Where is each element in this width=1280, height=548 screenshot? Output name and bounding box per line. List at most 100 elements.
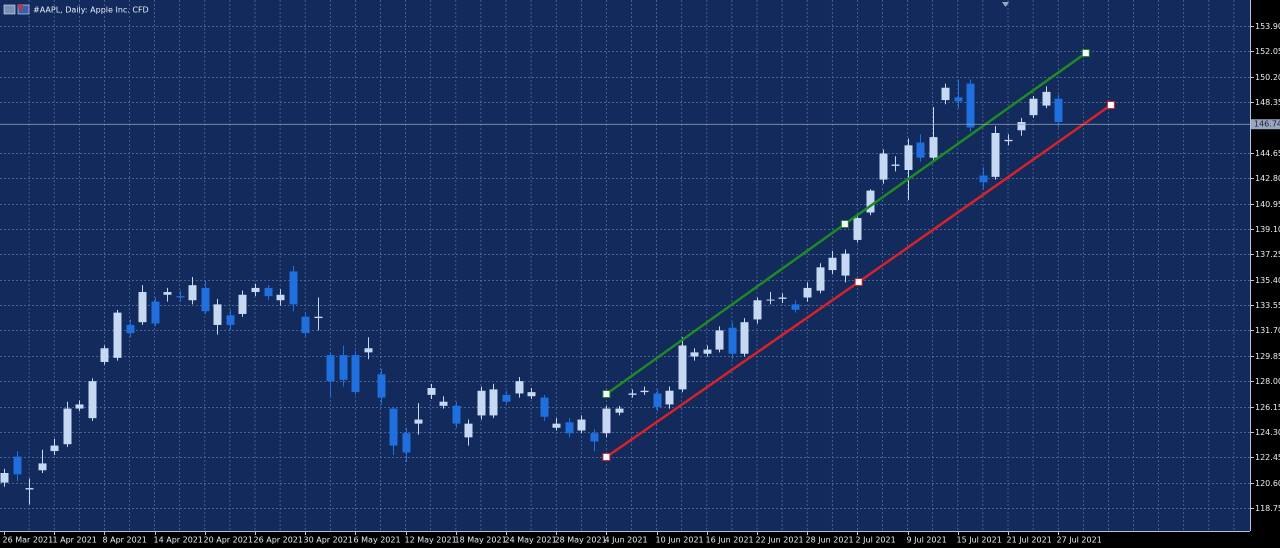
y-tick-label: 137.25 bbox=[1255, 250, 1280, 259]
candle-body bbox=[740, 322, 749, 354]
symbol-icon bbox=[3, 4, 16, 15]
candle-body bbox=[464, 423, 473, 438]
candle-body bbox=[678, 345, 687, 390]
y-tick-label: 126.15 bbox=[1255, 403, 1280, 412]
x-tick-label: 2 Jul 2021 bbox=[856, 536, 896, 545]
plot-area bbox=[0, 0, 1250, 531]
x-tick-label: 18 May 2021 bbox=[455, 536, 507, 545]
candle-body bbox=[904, 145, 913, 171]
shift-marker bbox=[1002, 2, 1009, 7]
x-tick-label: 14 Apr 2021 bbox=[154, 536, 203, 545]
x-tick-label: 10 Jun 2021 bbox=[656, 536, 704, 545]
candle-body bbox=[314, 316, 323, 319]
y-tick-label: 150.20 bbox=[1255, 73, 1280, 82]
x-tick-label: 26 Apr 2021 bbox=[254, 536, 303, 545]
candle-body bbox=[552, 423, 561, 428]
x-tick-label: 28 May 2021 bbox=[555, 536, 607, 545]
candle-body bbox=[728, 327, 737, 354]
candle-body bbox=[289, 271, 298, 305]
y-tick-label: 124.30 bbox=[1255, 428, 1280, 437]
candle-body bbox=[301, 316, 310, 334]
y-tick-label: 122.45 bbox=[1255, 453, 1280, 462]
candle-body bbox=[25, 488, 34, 490]
x-tick-label: 21 Jul 2021 bbox=[1007, 536, 1052, 545]
candle-body bbox=[126, 324, 135, 334]
candle-body bbox=[590, 433, 599, 442]
candle-body bbox=[188, 285, 197, 301]
candle-body bbox=[565, 422, 574, 434]
candle-body bbox=[665, 390, 674, 405]
candle-body bbox=[226, 315, 235, 325]
candle-body bbox=[213, 304, 222, 325]
y-tick-label: 118.75 bbox=[1255, 504, 1280, 513]
x-tick-label: 16 Jun 2021 bbox=[706, 536, 754, 545]
candle-body bbox=[515, 381, 524, 394]
x-tick-label: 26 Mar 2021 bbox=[3, 536, 54, 545]
candle-body bbox=[50, 445, 59, 452]
trend-anchor bbox=[602, 390, 611, 399]
candle-body bbox=[540, 397, 549, 417]
candle-body bbox=[414, 419, 423, 424]
candle-body bbox=[753, 300, 762, 320]
candle-body bbox=[339, 355, 348, 380]
x-tick-label: 27 Jul 2021 bbox=[1057, 536, 1102, 545]
y-tick-label: 140.95 bbox=[1255, 200, 1280, 209]
candle-body bbox=[703, 349, 712, 354]
candle-body bbox=[1004, 139, 1013, 142]
candle-body bbox=[791, 304, 800, 310]
candle-body bbox=[602, 408, 611, 434]
candle-body bbox=[176, 296, 185, 298]
y-tick-label: 128.00 bbox=[1255, 377, 1280, 386]
y-tick-label: 120.60 bbox=[1255, 479, 1280, 488]
candle-body bbox=[151, 301, 160, 324]
candle-body bbox=[615, 408, 624, 413]
y-tick-label: 133.55 bbox=[1255, 301, 1280, 310]
y-tick-label: 142.80 bbox=[1255, 174, 1280, 183]
candle-body bbox=[828, 257, 837, 271]
candle-body bbox=[866, 190, 875, 213]
x-tick-label: 8 Apr 2021 bbox=[103, 536, 147, 545]
chart-title: #AAPL, Daily: Apple Inc. CFD bbox=[33, 6, 149, 15]
trend-anchor bbox=[602, 452, 611, 461]
y-tick-label: 153.90 bbox=[1255, 22, 1280, 31]
candle-body bbox=[452, 405, 461, 424]
candle-body bbox=[841, 253, 850, 276]
candle-body bbox=[527, 392, 536, 397]
candle-body bbox=[377, 374, 386, 398]
x-tick-label: 30 Apr 2021 bbox=[304, 536, 353, 545]
x-tick-label: 20 Apr 2021 bbox=[204, 536, 253, 545]
candle-body bbox=[0, 473, 9, 483]
trend-anchor bbox=[854, 278, 863, 287]
candle-body bbox=[351, 355, 360, 393]
candle-body bbox=[1029, 98, 1038, 116]
candle-body bbox=[766, 299, 775, 301]
candle-body bbox=[640, 390, 649, 393]
candle-body bbox=[13, 456, 22, 475]
flag-icon bbox=[17, 4, 30, 15]
trend-anchor bbox=[1106, 101, 1115, 110]
candle-body bbox=[628, 393, 637, 395]
candle-body bbox=[853, 217, 862, 240]
candle-body bbox=[264, 287, 273, 297]
candle-body bbox=[88, 381, 97, 419]
trend-anchor bbox=[1081, 49, 1090, 58]
candle-body bbox=[38, 463, 47, 471]
x-tick-label: 24 May 2021 bbox=[505, 536, 557, 545]
candle-body bbox=[502, 394, 511, 402]
candle-body bbox=[427, 388, 436, 395]
x-tick-label: 12 May 2021 bbox=[405, 536, 457, 545]
grid bbox=[0, 0, 1250, 531]
candle-body bbox=[778, 297, 787, 299]
candle-body bbox=[1054, 98, 1063, 123]
candle-body bbox=[100, 348, 109, 362]
candle-body bbox=[163, 292, 172, 295]
price-label-box bbox=[1251, 119, 1280, 130]
candle-body bbox=[879, 153, 888, 180]
x-tick-label: 9 Jul 2021 bbox=[907, 536, 947, 545]
trend-anchor bbox=[840, 220, 849, 229]
candle-body bbox=[238, 294, 247, 314]
x-tick-label: 15 Jul 2021 bbox=[957, 536, 1002, 545]
candle-body bbox=[477, 390, 486, 416]
